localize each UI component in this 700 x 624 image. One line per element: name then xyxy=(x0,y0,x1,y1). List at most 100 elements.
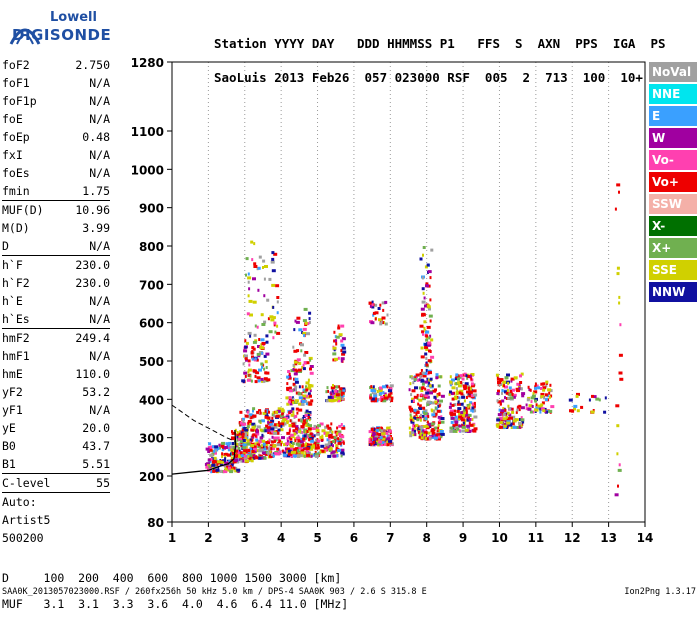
echo-point xyxy=(256,376,261,380)
echo-point xyxy=(429,350,432,353)
echo-point xyxy=(427,415,430,419)
echo-point xyxy=(502,413,506,417)
echo-point xyxy=(618,353,623,357)
echo-point xyxy=(227,448,232,452)
echo-point xyxy=(261,379,266,383)
echo-point xyxy=(598,398,601,402)
echo-point xyxy=(511,415,516,419)
echo-point xyxy=(323,431,326,435)
echo-point xyxy=(304,437,307,440)
echo-point xyxy=(267,431,270,434)
echo-point xyxy=(430,248,434,252)
echo-point xyxy=(499,416,503,420)
echo-point xyxy=(380,396,385,399)
param-name: D xyxy=(2,239,9,253)
echo-point xyxy=(418,435,422,439)
echo-point xyxy=(373,399,377,403)
echo-point xyxy=(520,418,525,422)
echo-point xyxy=(461,429,466,433)
echo-point xyxy=(291,422,296,426)
echo-point xyxy=(529,410,533,414)
echo-point xyxy=(470,408,474,412)
echo-point xyxy=(342,350,347,354)
echo-point xyxy=(429,377,433,381)
echo-point xyxy=(338,333,343,337)
echo-point xyxy=(241,422,245,426)
echo-point xyxy=(234,458,238,462)
param-row: h`Es N/A xyxy=(2,310,110,328)
x-tick-label: 14 xyxy=(637,531,654,545)
echo-point xyxy=(287,370,291,373)
x-tick-label: 6 xyxy=(350,531,358,545)
echo-point xyxy=(378,389,383,393)
param-value: 230.0 xyxy=(75,276,110,290)
echo-point xyxy=(379,303,382,307)
echo-point xyxy=(301,385,304,389)
echo-point xyxy=(573,404,578,408)
echo-point xyxy=(264,452,268,456)
echo-point xyxy=(425,356,428,360)
echo-point xyxy=(277,421,280,425)
echo-point xyxy=(293,432,296,436)
echo-point xyxy=(327,389,329,393)
echo-point xyxy=(271,251,275,255)
echo-point xyxy=(413,410,416,414)
echo-point xyxy=(266,298,270,302)
echo-point xyxy=(327,442,331,446)
param-name: foF1 xyxy=(2,76,30,90)
echo-point xyxy=(297,434,300,438)
echo-point xyxy=(417,425,421,429)
echo-point xyxy=(266,416,271,420)
param-name: hmE xyxy=(2,367,23,381)
echo-point xyxy=(262,456,267,460)
echo-point xyxy=(385,322,388,326)
echo-point xyxy=(308,411,312,414)
echo-point xyxy=(268,277,272,281)
echo-point xyxy=(297,418,301,422)
echo-point xyxy=(462,393,465,397)
param-name: Auto: xyxy=(2,495,37,509)
echo-point xyxy=(498,383,503,386)
echo-point xyxy=(339,442,342,446)
echo-point xyxy=(517,405,520,409)
echo-point xyxy=(428,307,431,311)
echo-point xyxy=(424,387,427,391)
echo-point xyxy=(342,389,346,393)
echo-point xyxy=(512,419,517,423)
echo-point xyxy=(278,450,282,454)
echo-point xyxy=(409,407,413,411)
echo-point xyxy=(276,409,281,413)
echo-point xyxy=(209,458,213,461)
echo-point xyxy=(424,424,429,428)
echo-point xyxy=(252,455,256,459)
echo-point xyxy=(515,387,519,391)
echo-point xyxy=(506,415,508,419)
x-tick-label: 11 xyxy=(527,531,544,545)
echo-point xyxy=(455,424,460,428)
echo-point xyxy=(497,381,501,384)
echo-point xyxy=(306,442,309,446)
echo-point xyxy=(298,402,302,406)
param-row: foF1p N/A xyxy=(2,92,110,110)
echo-point xyxy=(374,389,376,393)
echo-point xyxy=(516,408,519,412)
echo-point xyxy=(251,426,256,430)
echo-point xyxy=(296,349,300,353)
param-separator xyxy=(2,255,110,256)
echo-point xyxy=(307,392,311,396)
echo-point xyxy=(210,469,215,473)
echo-point xyxy=(466,376,469,380)
echo-point xyxy=(258,338,261,341)
echo-point xyxy=(243,371,248,375)
echo-point xyxy=(276,447,280,451)
echo-point xyxy=(300,448,305,452)
echo-point xyxy=(263,277,266,281)
echo-point xyxy=(305,361,310,365)
echo-point xyxy=(426,377,429,381)
echo-point xyxy=(300,444,304,448)
echo-point xyxy=(379,392,383,396)
echo-point xyxy=(221,441,225,445)
echo-point xyxy=(535,384,539,388)
echo-point xyxy=(310,439,315,443)
echo-point xyxy=(467,413,472,417)
